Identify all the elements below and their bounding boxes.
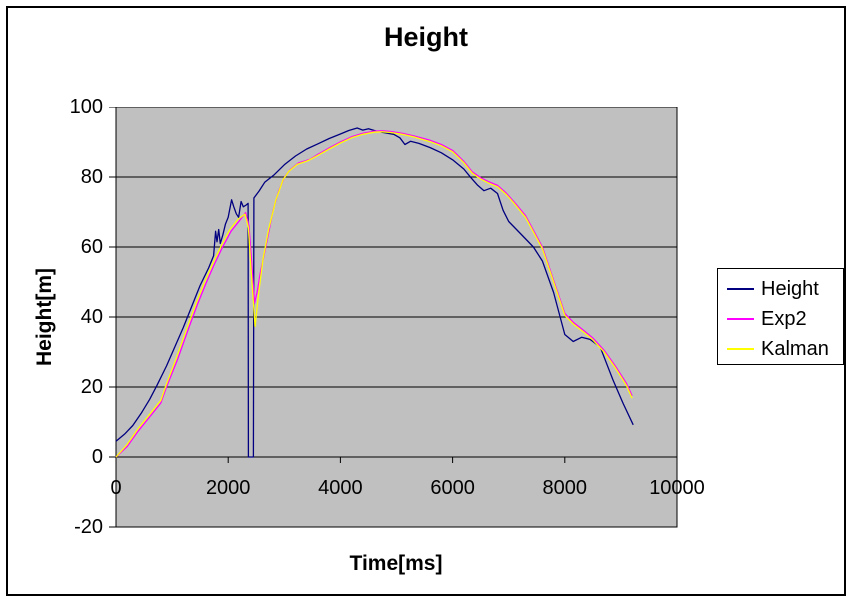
y-tick-label: 0 (91, 446, 103, 468)
height-line-swatch (727, 288, 754, 290)
plot-area[interactable] (108, 107, 678, 528)
y-tick-label: 20 (80, 376, 103, 398)
x-axis-title: Time[ms] (349, 552, 443, 575)
y-tick-label: 40 (80, 306, 103, 328)
legend-label: Height (761, 277, 819, 300)
x-tick-label: 4000 (318, 477, 363, 499)
kalman-line-swatch (727, 348, 754, 350)
y-tick-label: 100 (69, 96, 103, 118)
series-exp2-line[interactable] (115, 130, 633, 458)
x-tick-label: 6000 (430, 477, 475, 499)
x-tick-label: 10000 (649, 477, 705, 499)
y-tick-label: -20 (74, 516, 103, 538)
x-tick-label: 2000 (205, 477, 251, 499)
legend-item-kalman[interactable]: Kalman (718, 334, 843, 364)
exp2-line-swatch (727, 318, 754, 320)
legend-label: Kalman (761, 337, 829, 360)
y-tick-label: 80 (80, 166, 103, 188)
y-axis-title: Height[m] (33, 268, 56, 366)
chart-title[interactable]: Height (384, 22, 468, 52)
legend-box[interactable]: Height Exp2 Kalman (717, 268, 844, 365)
series-height-line[interactable] (115, 127, 634, 458)
series-kalman-line[interactable] (115, 131, 633, 458)
y-tick-label: 60 (80, 236, 103, 258)
legend-item-height[interactable]: Height (718, 274, 843, 304)
legend-label: Exp2 (761, 307, 807, 330)
x-tick-label: 8000 (542, 477, 588, 499)
legend-item-exp2[interactable]: Exp2 (718, 304, 843, 334)
x-tick-label: 0 (110, 477, 122, 499)
